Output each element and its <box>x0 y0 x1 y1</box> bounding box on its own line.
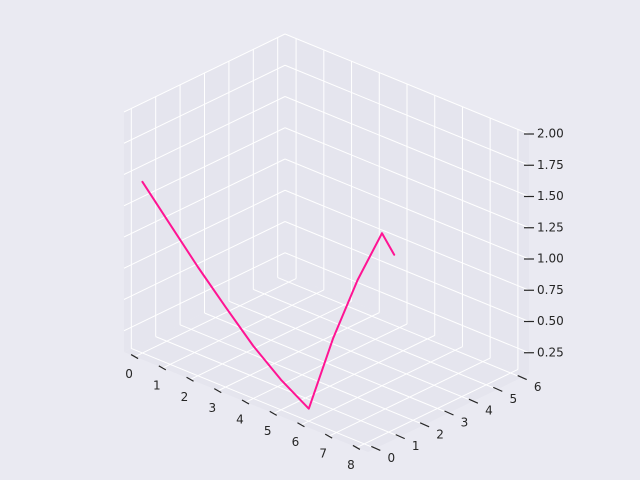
z-gridline-left <box>123 33 286 113</box>
z-gridline-back <box>284 33 530 135</box>
z-gridline-left <box>123 221 286 300</box>
x-tick-label: 8 <box>347 458 355 472</box>
z-gridline-back <box>284 64 530 166</box>
tick-marks <box>130 133 534 452</box>
x-tick-mark <box>241 399 250 405</box>
z-gridline-back <box>284 96 530 197</box>
z-gridline-back <box>284 158 530 260</box>
x-tick-label: 0 <box>125 367 133 381</box>
y-gridline-floor <box>253 288 498 390</box>
y-tick-label: 0 <box>387 451 395 465</box>
x-tick-label: 4 <box>236 413 244 427</box>
y-tick-mark <box>419 422 430 428</box>
x-tick-label: 5 <box>264 424 272 438</box>
y-gridline-floor <box>277 277 522 379</box>
grid-lines <box>123 33 530 449</box>
z-tick-label: 2.00 <box>537 127 564 141</box>
y-tick-label: 1 <box>412 439 420 453</box>
x-tick-label: 3 <box>208 401 216 415</box>
z-tick-label: 0.75 <box>537 283 564 297</box>
y-tick-mark <box>468 398 479 404</box>
y-gridline-floor <box>131 347 376 449</box>
z-tick-label: 1.00 <box>537 252 564 266</box>
y-tick-mark <box>444 410 454 416</box>
y-gridline-floor <box>155 336 400 438</box>
z-tick-label: 1.25 <box>537 220 564 234</box>
x-tick-mark <box>297 422 305 428</box>
x-tick-label: 1 <box>153 378 161 392</box>
x-tick-mark <box>158 365 167 371</box>
z-gridline-back <box>284 252 530 354</box>
y-tick-label: 6 <box>534 380 542 394</box>
z-tick-label: 1.75 <box>537 158 564 172</box>
z-tick-label: 1.50 <box>537 189 564 203</box>
x-tick-label: 2 <box>181 390 189 404</box>
y-gridline-floor <box>228 300 474 402</box>
x-tick-mark <box>352 444 361 450</box>
y-tick-mark <box>395 434 405 440</box>
z-gridline-left <box>123 64 286 144</box>
z-gridline-left <box>123 189 286 269</box>
x-tick-label: 7 <box>319 447 327 461</box>
x-tick-mark <box>324 433 333 439</box>
y-gridline-floor <box>204 312 449 414</box>
series-group <box>141 180 396 410</box>
z-tick-label: 0.25 <box>537 345 564 359</box>
y-tick-mark <box>493 386 503 392</box>
x-tick-mark <box>130 354 139 360</box>
y-tick-label: 4 <box>485 404 493 418</box>
z-gridline-back <box>284 189 530 291</box>
x-tick-mark <box>186 376 194 382</box>
z-gridline-left <box>123 252 286 332</box>
y-gridline-floor <box>179 324 425 426</box>
y-tick-mark <box>517 374 527 381</box>
z-gridline-left <box>123 127 286 207</box>
z-gridline-back <box>284 127 530 229</box>
z-tick-label: 0.50 <box>537 314 564 328</box>
x-tick-mark <box>213 388 222 394</box>
x-tick-label: 6 <box>292 435 300 449</box>
y-tick-label: 3 <box>461 416 469 430</box>
y-tick-label: 5 <box>509 392 517 406</box>
x-tick-mark <box>269 410 278 416</box>
z-gridline-left <box>123 158 286 238</box>
z-gridline-back <box>284 221 530 322</box>
y-tick-label: 2 <box>436 427 444 441</box>
y-tick-mark <box>371 445 381 452</box>
z-gridline-left <box>123 96 286 175</box>
tick-labels: 0 1 2 3 4 5 6 7 8 0 1 2 3 4 5 6 0.25 0.50 0.75 1.00 1.25 1.50… <box>125 127 563 473</box>
